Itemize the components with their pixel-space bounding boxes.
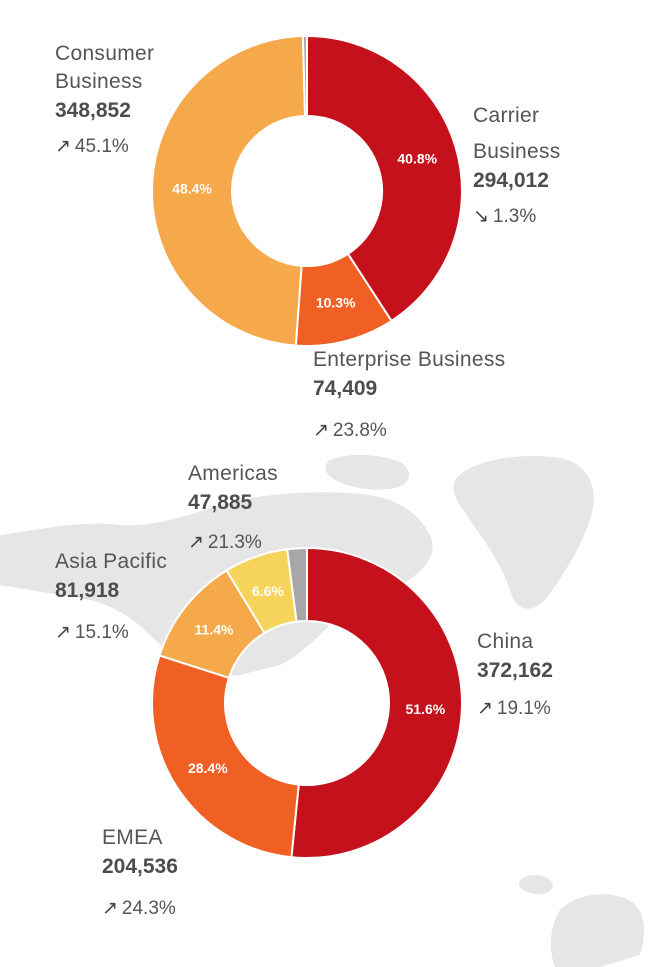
greenland-shape [453,456,594,609]
americas-label: Americas 47,885 ↗ 21.3% [188,458,278,554]
china-label: China 372,162 ↗ 19.1% [477,626,553,720]
region-donut-chart: 51.6% 28.4% 11.4% 6.6% [151,546,463,859]
asia-pacific-value: 81,918 [55,579,120,602]
china-value: 372,162 [477,659,553,682]
consumer-business-name-line2: Business [55,70,143,93]
consumer-business-change: ↗ 45.1% [55,136,154,158]
region-percent-label-emea: 28.4% [188,760,228,776]
arrow-up-right-icon: ↗ [477,698,493,719]
emea-label: EMEA 204,536 ↗ 24.3% [102,822,178,920]
enterprise-business-change-value: 23.8% [332,420,387,441]
region-percent-label-china: 51.6% [405,701,445,717]
carrier-business-name-line1: Carrier [473,104,540,127]
business-segment-donut-chart: 40.8% 10.3% 48.4% [151,34,463,347]
segment-percent-label-carrier-business: 40.8% [397,150,437,166]
arrow-up-right-icon: ↗ [313,420,329,441]
segment-slice-carrier-business [306,34,463,323]
enterprise-business-value: 74,409 [313,377,378,400]
carrier-business-change-value: 1.3% [492,206,537,227]
americas-change-value: 21.3% [207,532,262,553]
arrow-up-right-icon: ↗ [188,532,204,553]
emea-name: EMEA [102,826,163,849]
arrow-down-right-icon: ↘ [473,206,489,227]
arrow-up-right-icon: ↗ [55,136,71,157]
emea-change: ↗ 24.3% [102,898,178,920]
arrow-up-right-icon: ↗ [55,622,71,643]
china-change-value: 19.1% [496,698,551,719]
consumer-business-change-value: 45.1% [74,136,129,157]
segment-percent-label-enterprise-business: 10.3% [316,294,356,310]
asia-pacific-change-value: 15.1% [74,622,129,643]
region-slice-china [290,546,463,859]
consumer-business-label: Consumer Business 348,852 ↗ 45.1% [55,38,154,158]
region-slice-other-4 [286,546,308,623]
emea-change-value: 24.3% [121,898,176,919]
segment-slice-consumer-business [151,35,307,347]
carrier-business-label: Carrier Business 294,012 ↘ 1.3% [473,100,561,228]
carrier-business-change: ↘ 1.3% [473,206,561,228]
caribbean-shape [518,874,553,895]
enterprise-business-change: ↗ 23.8% [313,420,505,442]
carrier-business-value: 294,012 [473,169,549,192]
americas-change: ↗ 21.3% [188,532,278,554]
americas-value: 47,885 [188,491,253,514]
region-slice-emea [151,654,300,859]
asia-pacific-label: Asia Pacific 81,918 ↗ 15.1% [55,546,167,644]
asia-pacific-change: ↗ 15.1% [55,622,167,644]
region-percent-label-asia-pacific: 11.4% [195,622,234,638]
segment-percent-label-consumer-business: 48.4% [172,180,212,196]
carrier-business-name-line2: Business [473,140,561,163]
consumer-business-value: 348,852 [55,99,131,122]
region-percent-label-americas: 6.6% [252,583,284,599]
emea-value: 204,536 [102,855,178,878]
arrow-up-right-icon: ↗ [102,898,118,919]
china-name: China [477,630,534,653]
americas-name: Americas [188,462,278,485]
consumer-business-name-line1: Consumer [55,42,155,65]
asia-pacific-name: Asia Pacific [55,550,168,573]
segment-slice-other-3 [301,34,308,118]
south-america-shape [550,894,645,967]
enterprise-business-name: Enterprise Business [313,348,506,371]
arctic-islands-shape [325,454,410,490]
enterprise-business-label: Enterprise Business 74,409 ↗ 23.8% [313,344,505,442]
china-change: ↗ 19.1% [477,698,553,720]
